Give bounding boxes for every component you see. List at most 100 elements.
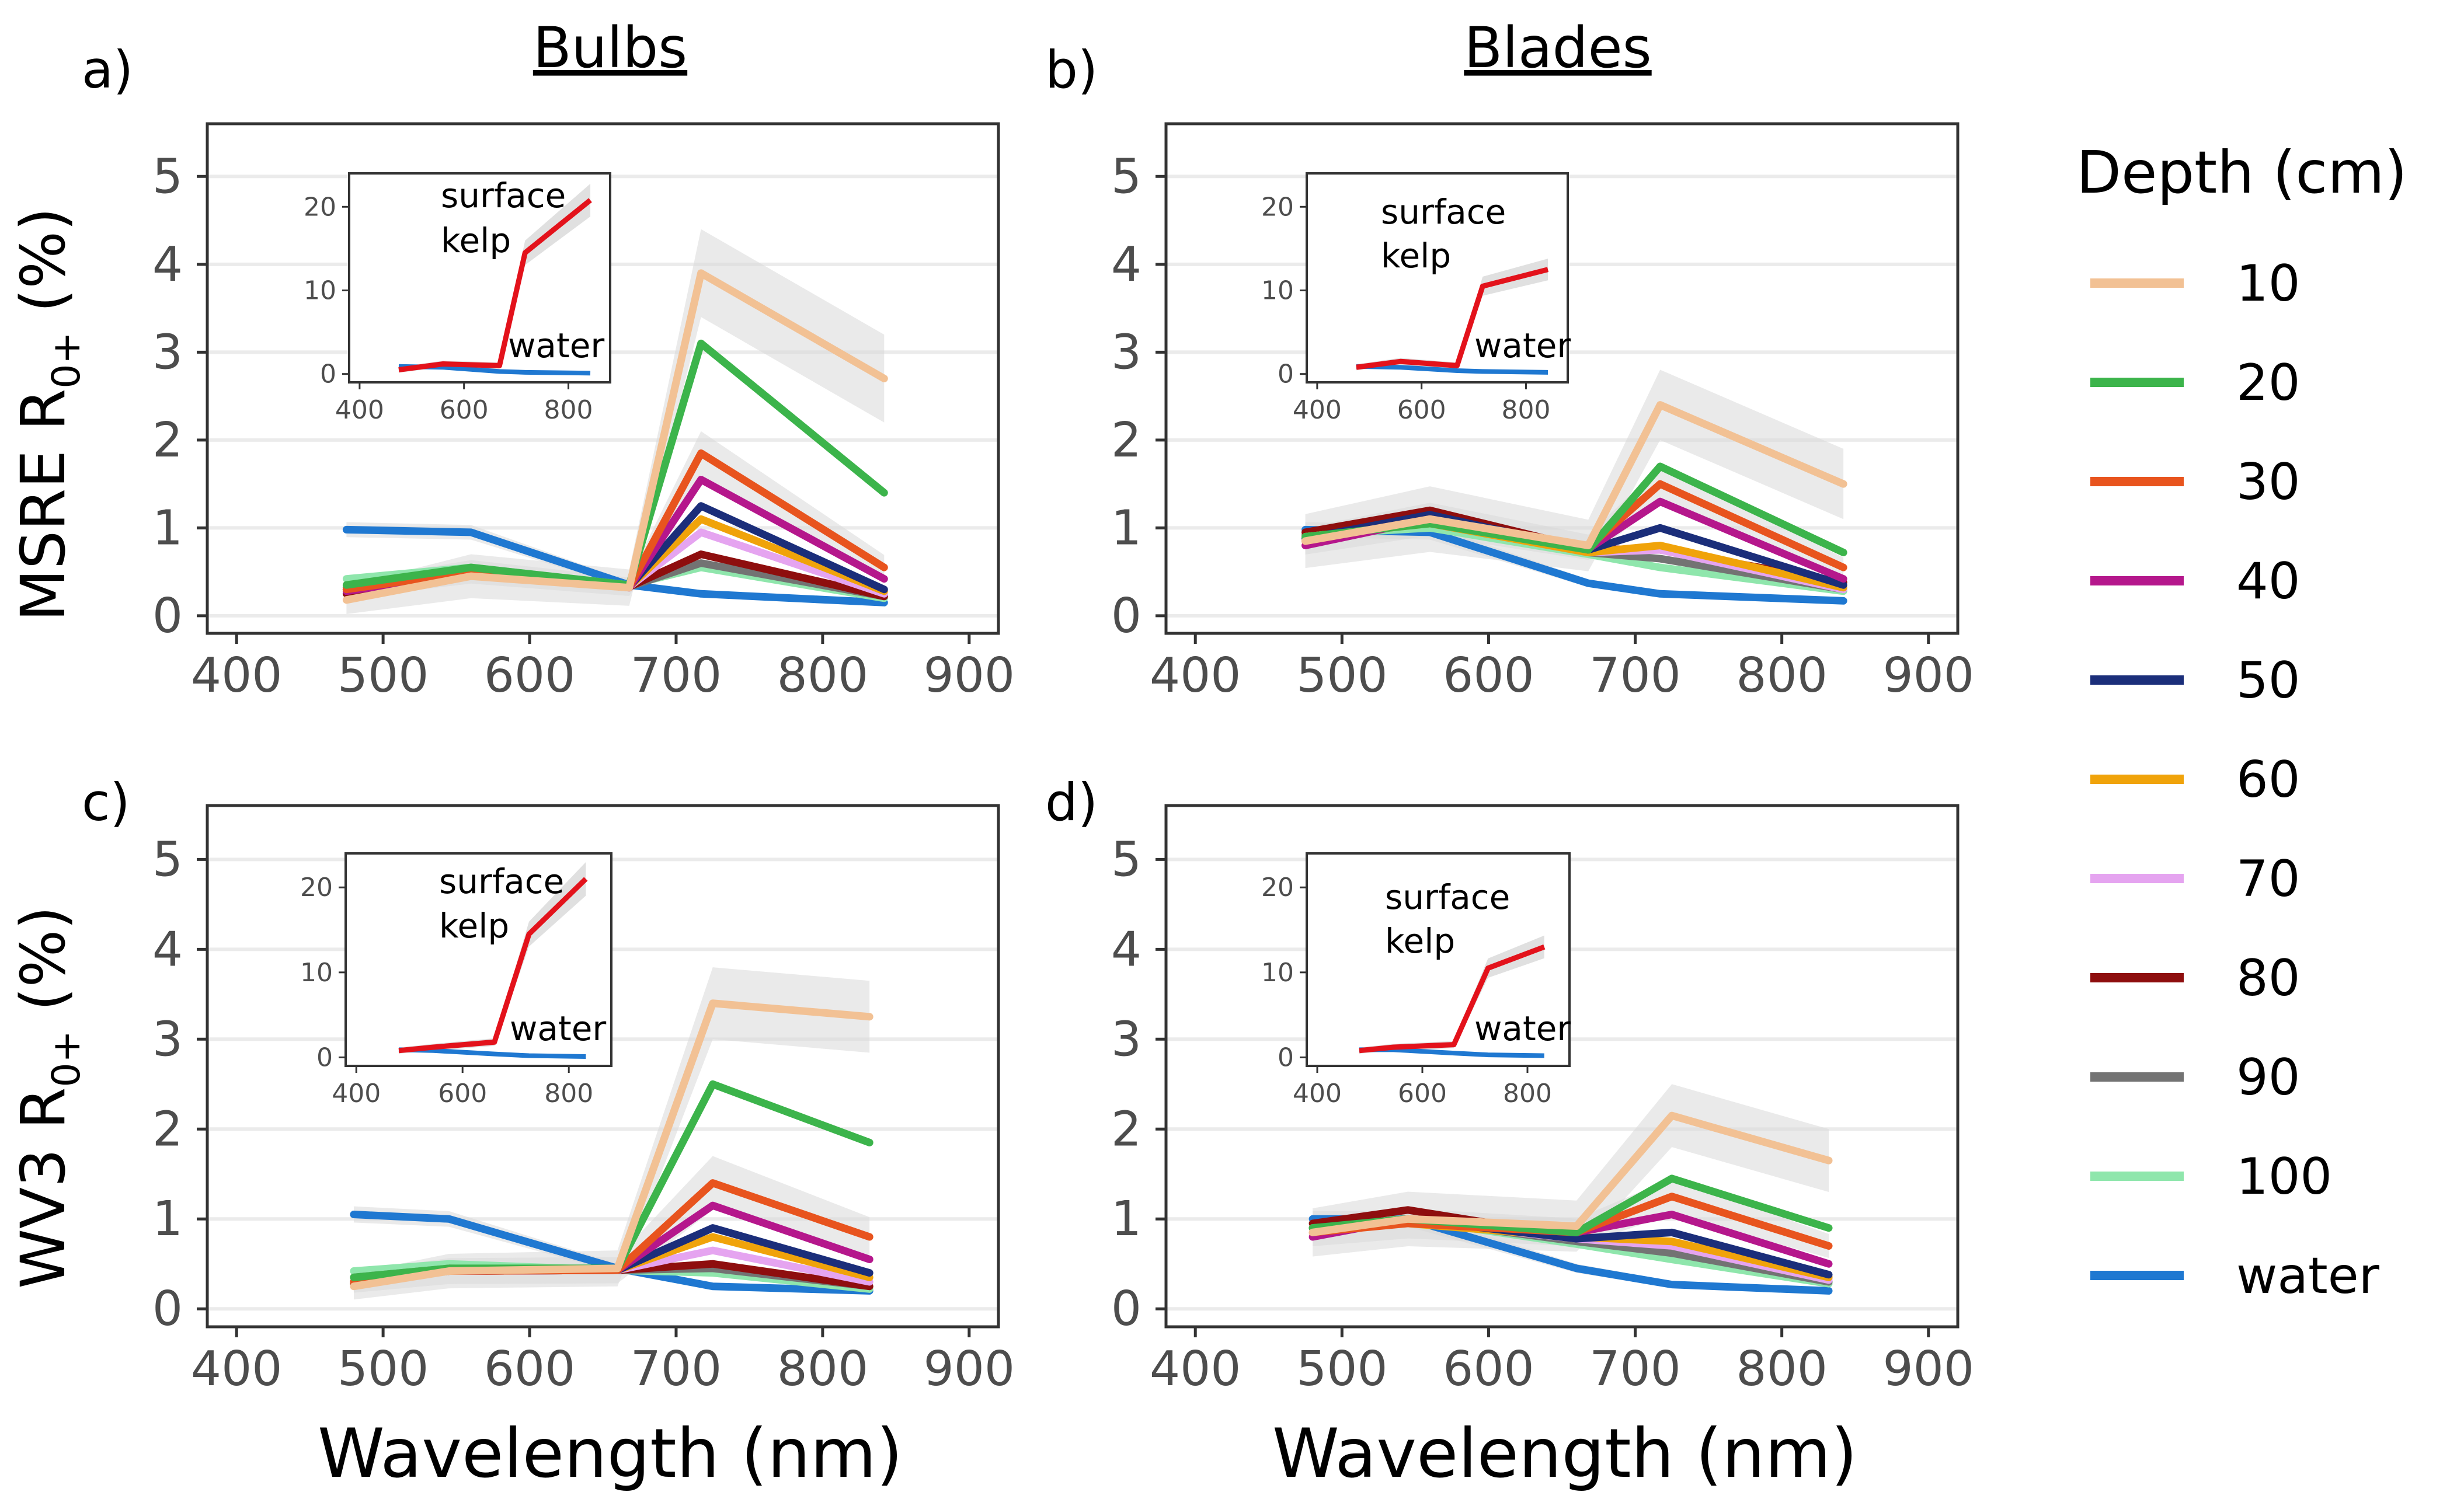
legend-item: 60 xyxy=(2090,751,2300,809)
inset-y-tick-label: 0 xyxy=(320,360,336,389)
inset-x-tick-label: 800 xyxy=(1501,395,1550,425)
legend-label: 70 xyxy=(2236,850,2300,908)
chart-panel-b: 0 1 2 3 4 5 400 500 600 700 800 900 b) 0 10 20 400 600 800… xyxy=(1045,40,1974,703)
inset-surface-kelp-line xyxy=(398,198,592,372)
legend-label: 20 xyxy=(2236,354,2300,412)
legend-item: 70 xyxy=(2090,850,2300,908)
series-line-10 xyxy=(350,999,873,1291)
legend-item: 90 xyxy=(2090,1048,2300,1107)
plot-frame xyxy=(1164,122,1960,635)
x-tick-label: 400 xyxy=(191,648,283,703)
y-tick-label: 4 xyxy=(1111,237,1141,292)
y-tick-label: 3 xyxy=(152,1012,183,1067)
x-tick-label: 700 xyxy=(631,648,722,703)
inset-x-tick-label: 600 xyxy=(1398,1079,1447,1108)
x-tick-label: 400 xyxy=(191,1341,283,1397)
ci-ribbon-10 xyxy=(346,229,885,614)
legend-item: 50 xyxy=(2090,651,2300,710)
inset-y-tick-label: 20 xyxy=(300,873,333,902)
x-tick-label: 500 xyxy=(337,648,429,703)
legend-label: 80 xyxy=(2236,949,2300,1008)
legend-item: water xyxy=(2090,1247,2380,1305)
inset-x-tick-label: 800 xyxy=(544,1079,593,1108)
legend-item: 20 xyxy=(2090,354,2300,412)
x-tick-label: 400 xyxy=(1150,1341,1241,1397)
y-tick-label: 1 xyxy=(152,1191,183,1247)
inset-label-kelp: kelp xyxy=(1381,236,1451,276)
plot-frame xyxy=(206,122,1000,635)
inset-label-surface: surface xyxy=(441,176,566,215)
x-tick-label: 800 xyxy=(777,648,869,703)
x-tick-label: 900 xyxy=(1883,1341,1975,1397)
y-tick-label: 0 xyxy=(1111,1281,1141,1337)
panel-label: d) xyxy=(1045,772,1098,832)
y-title-subscript: 0+ xyxy=(44,1030,89,1087)
y-tick-label: 4 xyxy=(152,237,183,292)
x-tick-label: 800 xyxy=(1736,648,1828,703)
ci-ribbon-30 xyxy=(1313,1178,1829,1258)
x-tick-label: 700 xyxy=(631,1341,722,1397)
panel-label: c) xyxy=(82,772,130,832)
inset-x-tick-label: 800 xyxy=(1503,1079,1552,1108)
inset-y-tick-label: 0 xyxy=(316,1043,333,1072)
inset-water-line xyxy=(1356,364,1548,375)
inset-y-tick-label: 20 xyxy=(1261,192,1294,222)
x-tick-label: 700 xyxy=(1589,648,1681,703)
x-tick-label: 800 xyxy=(1736,1341,1828,1397)
y-tick-label: 3 xyxy=(1111,1012,1141,1067)
inset-y-tick-label: 10 xyxy=(304,276,336,305)
legend-label: water xyxy=(2236,1247,2380,1305)
y-tick-label: 4 xyxy=(1111,922,1141,977)
legend: Depth (cm) 10 20 30 40 50 60 70 80 90 100 water xyxy=(2076,138,2407,1305)
y-tick-label: 2 xyxy=(152,1101,183,1157)
legend-label: 50 xyxy=(2236,651,2300,710)
legend-item: 40 xyxy=(2090,552,2300,611)
x-tick-label: 600 xyxy=(1443,1341,1534,1397)
y-title-subscript: 0+ xyxy=(44,332,89,388)
panel-label: a) xyxy=(82,40,133,100)
y-tick-label: 5 xyxy=(152,149,183,204)
inset-label-surface: surface xyxy=(1385,877,1510,917)
inset-ci-ribbon xyxy=(398,183,591,373)
x-tick-label: 600 xyxy=(1443,648,1534,703)
y-axis-title-msre: MSRE R0+ (%) xyxy=(8,207,89,621)
y-title-main: MSRE R xyxy=(8,389,79,622)
legend-item: 10 xyxy=(2090,255,2300,313)
y-tick-label: 5 xyxy=(152,832,183,887)
panel-label: b) xyxy=(1045,40,1098,100)
series-line-10 xyxy=(1301,401,1847,549)
y-tick-label: 3 xyxy=(152,325,183,380)
x-tick-label: 400 xyxy=(1150,648,1241,703)
legend-label: 30 xyxy=(2236,453,2300,511)
y-tick-label: 0 xyxy=(152,588,183,644)
x-tick-label: 500 xyxy=(1296,648,1388,703)
x-tick-label: 500 xyxy=(337,1341,429,1397)
inset-y-tick-label: 10 xyxy=(300,958,333,988)
inset-label-water: water xyxy=(510,1009,606,1048)
chart-panel-a: 0 1 2 3 4 5 400 500 600 700 800 900 a) 0 10 20 400 600 800… xyxy=(82,40,1015,703)
ci-ribbon-water xyxy=(1305,522,1844,604)
legend-label: 60 xyxy=(2236,751,2300,809)
inset-y-tick-label: 10 xyxy=(1261,958,1294,988)
series-line-10 xyxy=(1308,1111,1833,1236)
inset-y-tick-label: 0 xyxy=(1278,1043,1294,1072)
y-tick-label: 1 xyxy=(1111,500,1141,556)
inset-surface-kelp-line xyxy=(1359,944,1546,1054)
inset-x-tick-label: 400 xyxy=(335,395,384,425)
inset-label-kelp: kelp xyxy=(439,906,509,946)
legend-items: 10 20 30 40 50 60 70 80 90 100 water xyxy=(2090,255,2380,1305)
x-tick-label: 900 xyxy=(1883,648,1975,703)
ci-ribbon-30 xyxy=(346,431,885,598)
inset-label-surface: surface xyxy=(439,862,564,901)
chart-panel-d: 0 1 2 3 4 5 400 500 600 700 800 900 d) 0 10 20 400 600 800… xyxy=(1045,772,1974,1397)
inset-label-water: water xyxy=(1474,1009,1571,1048)
legend-item: 100 xyxy=(2090,1148,2332,1206)
legend-label: 40 xyxy=(2236,552,2300,611)
inset-x-tick-label: 600 xyxy=(438,1079,487,1108)
inset-y-tick-label: 20 xyxy=(304,192,336,222)
y-tick-label: 2 xyxy=(152,413,183,468)
